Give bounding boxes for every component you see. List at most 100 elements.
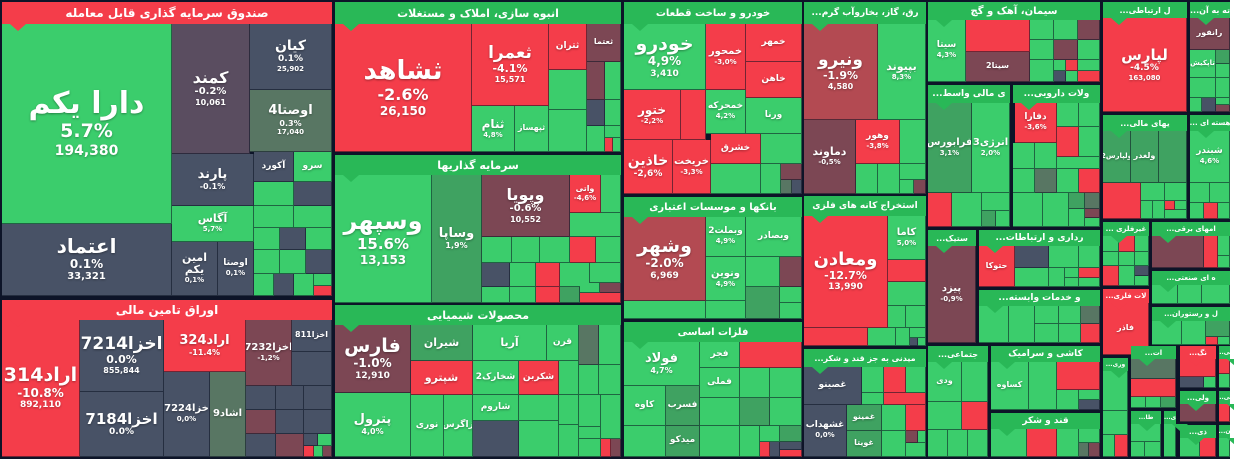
mosaic-tile[interactable] xyxy=(1049,268,1065,287)
mosaic-tile[interactable] xyxy=(1027,429,1057,457)
stock-tile-غمینو[interactable]: غمینو xyxy=(847,405,882,431)
mosaic-tile[interactable] xyxy=(570,213,621,237)
sector-header-ceramic[interactable]: کاشی و سرامیک xyxy=(991,346,1100,362)
mosaic-tile[interactable] xyxy=(1216,78,1230,98)
mosaic-tile[interactable] xyxy=(1057,127,1079,157)
mosaic-tile[interactable] xyxy=(276,410,304,434)
stock-tile-اخزا811[interactable]: اخزا811 xyxy=(292,320,332,352)
stock-tile-اوصتا4[interactable]: اوصتا4 0.3% 17,040 xyxy=(250,90,332,152)
sector-header-t5[interactable]: ...نگ xyxy=(1180,346,1216,359)
mosaic-tile[interactable] xyxy=(579,365,599,395)
mosaic-tile[interactable] xyxy=(1079,246,1100,268)
mosaic-tile[interactable] xyxy=(601,439,611,457)
mosaic-tile[interactable] xyxy=(1079,429,1100,443)
mosaic-tile[interactable] xyxy=(706,301,746,319)
mosaic-tile[interactable] xyxy=(510,287,536,303)
mosaic-tile[interactable] xyxy=(580,283,600,293)
stock-tile-وهور[interactable]: وهور -3,8% xyxy=(856,120,900,164)
stock-tile-اخزا7184[interactable]: اخزا7184 0.0% xyxy=(80,392,164,457)
stock-tile-وپویا[interactable]: وپویا -0.6% 10,552 xyxy=(482,175,570,237)
sector-header-cement[interactable]: سیمان، آهک و گچ xyxy=(928,2,1100,20)
mosaic-tile[interactable] xyxy=(1065,268,1079,278)
stock-tile-غویتا[interactable]: غویتا xyxy=(847,431,882,457)
sector-header-hotels[interactable]: ...ل و رستوران xyxy=(1152,307,1230,321)
stock-tile-ثپهساز[interactable]: ثپهساز xyxy=(515,106,549,152)
stock-tile-اوصتا[interactable]: اوصتا 0,1% xyxy=(218,242,254,296)
mosaic-tile[interactable] xyxy=(1216,105,1230,112)
mosaic-tile[interactable] xyxy=(600,283,621,293)
mosaic-tile[interactable] xyxy=(246,410,276,434)
mosaic-tile[interactable] xyxy=(1145,442,1161,457)
mosaic-tile[interactable] xyxy=(1165,210,1187,219)
sector-header-services[interactable]: ...و خدمات وابسته xyxy=(979,290,1100,306)
mosaic-tile[interactable] xyxy=(1013,169,1035,193)
mosaic-tile[interactable] xyxy=(1103,411,1128,435)
mosaic-tile[interactable] xyxy=(579,325,599,365)
mosaic-tile[interactable] xyxy=(781,180,792,194)
mosaic-tile[interactable] xyxy=(1081,324,1100,343)
stock-tile-سیتا2[interactable]: سیتا2 xyxy=(966,52,1030,82)
mosaic-tile[interactable] xyxy=(906,431,918,443)
mosaic-tile[interactable] xyxy=(254,182,294,206)
mosaic-tile[interactable] xyxy=(560,287,580,303)
mosaic-tile[interactable] xyxy=(510,263,536,287)
mosaic-tile[interactable] xyxy=(560,263,590,287)
stock-tile-شیران[interactable]: شیران xyxy=(411,325,473,361)
mosaic-tile[interactable] xyxy=(1103,183,1141,219)
mosaic-tile[interactable] xyxy=(1085,209,1100,218)
mosaic-tile[interactable] xyxy=(982,193,1010,211)
mosaic-tile[interactable] xyxy=(1218,236,1230,256)
stock-tile-وبملت2[interactable]: وبملت2 4,9% xyxy=(706,217,746,257)
mosaic-tile[interactable] xyxy=(681,90,706,140)
mosaic-tile[interactable] xyxy=(1078,40,1100,60)
mosaic-tile[interactable] xyxy=(928,193,952,227)
mosaic-tile[interactable] xyxy=(900,180,914,194)
mosaic-tile[interactable] xyxy=(292,352,332,386)
mosaic-tile[interactable] xyxy=(1161,397,1176,408)
mosaic-tile[interactable] xyxy=(746,287,780,319)
sector-header-nonmetal-mineral[interactable]: ... غیرفلزی xyxy=(1103,222,1149,236)
mosaic-tile[interactable] xyxy=(1054,60,1066,71)
mosaic-tile[interactable] xyxy=(1146,397,1161,408)
mosaic-tile[interactable] xyxy=(996,211,1010,227)
mosaic-tile[interactable] xyxy=(918,431,926,443)
mosaic-tile[interactable] xyxy=(1165,183,1187,201)
mosaic-tile[interactable] xyxy=(1079,268,1100,278)
mosaic-tile[interactable] xyxy=(1057,169,1079,193)
mosaic-tile[interactable] xyxy=(1057,103,1079,127)
stock-tile-لپارس[interactable]: لپارس -4.5% 163,080 xyxy=(1103,18,1187,112)
mosaic-tile[interactable] xyxy=(884,393,926,405)
stock-tile-دماوند[interactable]: دماوند -0,5% xyxy=(804,120,856,194)
mosaic-tile[interactable] xyxy=(1115,435,1128,457)
mosaic-tile[interactable] xyxy=(559,395,579,425)
mosaic-tile[interactable] xyxy=(599,325,621,365)
mosaic-tile[interactable] xyxy=(1035,306,1059,324)
mosaic-tile[interactable] xyxy=(512,237,540,263)
mosaic-tile[interactable] xyxy=(1079,127,1100,157)
stock-tile-شخارک2[interactable]: شخارک2 xyxy=(473,361,519,395)
mosaic-tile[interactable] xyxy=(1135,252,1149,266)
stock-tile-قرن[interactable]: قرن xyxy=(547,325,579,361)
stock-tile-ودی[interactable]: ودی xyxy=(928,362,962,402)
stock-tile-نوری[interactable]: نوری xyxy=(411,395,444,457)
mosaic-tile[interactable] xyxy=(878,164,900,194)
mosaic-tile[interactable] xyxy=(306,250,332,274)
mosaic-tile[interactable] xyxy=(1079,278,1100,287)
sector-header-metal-products[interactable]: ...لات فلزی xyxy=(1103,289,1149,303)
mosaic-tile[interactable] xyxy=(1013,143,1035,169)
mosaic-tile[interactable] xyxy=(1206,321,1230,337)
mosaic-tile[interactable] xyxy=(1013,193,1043,227)
mosaic-tile[interactable] xyxy=(1216,64,1230,78)
stock-tile-امین یکم[interactable]: امین یکم 0,1% xyxy=(172,242,218,296)
sector-header-other-financial[interactable]: ...یهای مالی xyxy=(1103,115,1187,131)
stock-tile-اراد314[interactable]: اراد314 -10.8% 892,110 xyxy=(2,320,80,457)
mosaic-tile[interactable] xyxy=(596,237,621,263)
mosaic-tile[interactable] xyxy=(862,367,884,393)
sector-header-t4[interactable]: ...ی xyxy=(1164,411,1176,424)
sector-header-investment[interactable]: سرمایه گذاریها xyxy=(335,155,621,175)
mosaic-tile[interactable] xyxy=(1078,20,1100,40)
mosaic-tile[interactable] xyxy=(280,250,306,274)
mosaic-tile[interactable] xyxy=(1079,390,1100,400)
stock-tile-ونوین[interactable]: ونوین 4,9% xyxy=(706,257,746,301)
mosaic-tile[interactable] xyxy=(559,361,579,395)
